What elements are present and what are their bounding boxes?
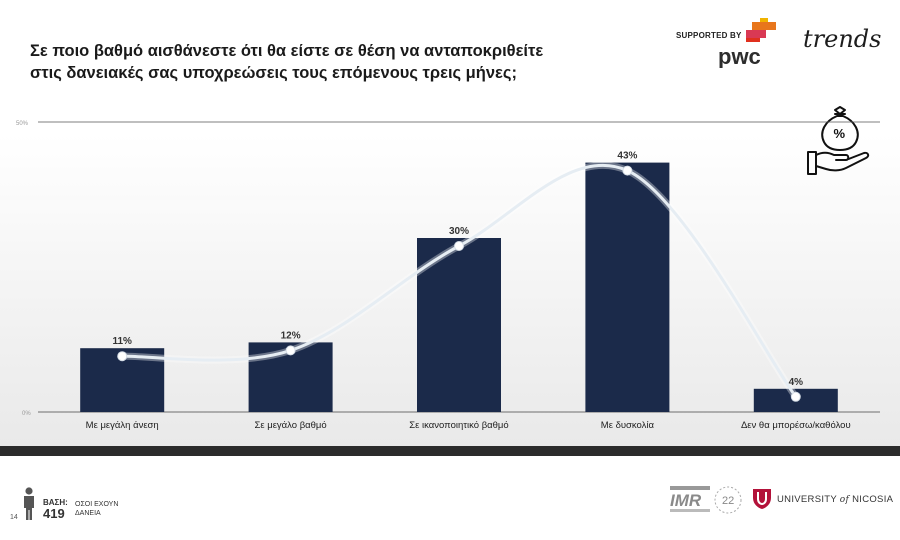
bar-chart: 50% 0% 11% Με μεγάλη άνεση 12% Σε μεγάλο βαθμ… — [16, 121, 880, 431]
line-point-3 — [454, 241, 464, 251]
money-bag-percent-hand-icon: % — [807, 106, 870, 175]
bar-3 — [417, 238, 501, 412]
bar-4 — [585, 162, 670, 412]
data-label-2: 12% — [281, 330, 301, 341]
y-tick-label-top: 50% — [16, 121, 29, 127]
university-prefix: UNIVERSITY — [777, 494, 837, 505]
base-description: ΟΣΟΙ ΕΧΟΥΝ ΔΑΝΕΙΑ — [75, 500, 135, 518]
data-label-5: 4% — [789, 377, 804, 388]
base-description-line-2: ΔΑΝΕΙΑ — [75, 510, 101, 517]
category-label-3: Σε ικανοποιητικό βαθμό — [409, 420, 508, 431]
line-point-1 — [117, 351, 128, 362]
question-title-line-2: στις δανειακές σας υποχρεώσεις τους επόμ… — [30, 64, 517, 82]
data-label-1: 11% — [112, 336, 132, 347]
overlay-line — [120, 163, 798, 399]
question-title-line-1: Σε ποιο βαθμό αισθάνεστε ότι θα είστε σε… — [30, 42, 544, 60]
category-label-4: Με δυσκολία — [601, 420, 655, 431]
footer-divider-band — [0, 446, 900, 456]
data-label-3: 30% — [449, 226, 469, 237]
person-icon — [24, 487, 34, 520]
supported-by-label: SUPPORTED BY — [676, 31, 742, 40]
category-label-5: Δεν θα μπορέσω/καθόλου — [741, 420, 851, 431]
data-label-4: 43% — [617, 151, 637, 162]
base-description-line-1: ΟΣΟΙ ΕΧΟΥΝ — [75, 501, 119, 508]
line-point-2 — [285, 345, 296, 356]
university-of: of — [839, 495, 850, 505]
base-label: ΒΑΣΗ: — [43, 498, 68, 507]
university-of-nicosia-wordmark: UNIVERSITY of NICOSIA — [777, 494, 893, 505]
category-label-1: Με μεγάλη άνεση — [86, 420, 159, 431]
question-title: Σε ποιο βαθμό αισθάνεστε ότι θα είστε σε… — [30, 40, 590, 84]
line-point-4 — [622, 165, 633, 176]
imr-logo: IMR 22 — [670, 486, 742, 514]
line-point-5 — [790, 391, 801, 402]
pwc-logo: pwc — [718, 18, 776, 68]
svg-text:%: % — [834, 126, 846, 141]
trends-logo: trends — [803, 25, 882, 53]
footer — [0, 456, 900, 540]
university-name: NICOSIA — [852, 494, 894, 505]
pwc-wordmark: pwc — [718, 44, 761, 68]
y-tick-label-bottom: 0% — [22, 411, 31, 417]
university-shield-icon — [753, 489, 771, 509]
imr-wordmark: IMR — [670, 491, 702, 510]
base-value: 419 — [43, 506, 65, 521]
page-number: 14 — [10, 514, 18, 521]
category-label-2: Σε μεγάλο βαθμό — [254, 420, 326, 431]
imr-years-number: 22 — [722, 495, 734, 507]
